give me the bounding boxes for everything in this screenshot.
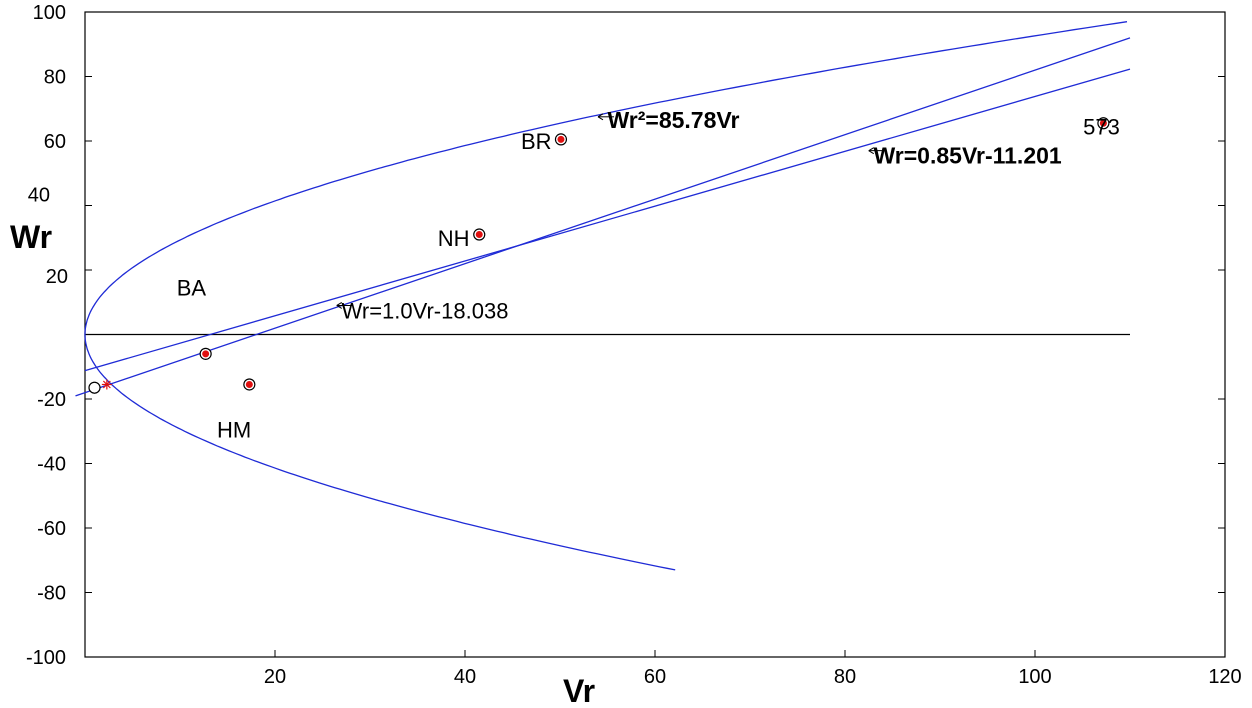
equation-arrow-2	[868, 147, 885, 155]
regression-line-2	[84, 68, 1131, 372]
y-tick-label: 40	[28, 185, 50, 207]
data-point-br	[557, 135, 565, 143]
point-label-573: 573	[1083, 114, 1120, 139]
y-tick-label: 60	[44, 131, 66, 153]
data-point-ba	[202, 350, 210, 358]
y-tick-label: 20	[46, 266, 68, 288]
y-tick-label: -40	[37, 454, 66, 476]
equation-label-2: Wr=0.85Vr-11.201	[874, 143, 1062, 169]
point-label-br: BR	[521, 129, 552, 154]
x-tick-label: 20	[264, 666, 286, 688]
y-tick-label: -20	[37, 389, 66, 411]
point-label-ba: BA	[177, 276, 207, 301]
point-label-hm: HM	[217, 418, 251, 443]
y-axis-title: Wr	[10, 219, 52, 255]
data-point-573	[1099, 119, 1107, 127]
star-marker	[101, 379, 112, 390]
y-tick-label: -80	[37, 583, 66, 605]
equation-label-1: Wr²=85.78Vr	[608, 107, 740, 133]
x-tick-label: 80	[834, 666, 856, 688]
x-tick-label: 120	[1208, 666, 1241, 688]
equation-label-3: Wr=1.0Vr-18.038	[342, 298, 509, 323]
y-tick-label: -60	[37, 518, 66, 540]
x-tick-label: 40	[454, 666, 476, 688]
data-point-hm	[245, 380, 253, 388]
data-point-ring	[88, 381, 101, 394]
equation-arrow-3	[336, 302, 353, 309]
parabola-curve	[84, 21, 1128, 571]
y-tick-label: 100	[33, 2, 66, 24]
x-axis-title: Vr	[563, 673, 595, 708]
x-tick-label: 100	[1018, 666, 1051, 688]
y-tick-label: 80	[44, 67, 66, 89]
y-tick-label: -100	[26, 647, 66, 669]
equation-arrow-1	[597, 113, 614, 121]
data-point-nh	[475, 231, 483, 239]
regression-line-1	[75, 37, 1131, 397]
x-tick-label: 60	[644, 666, 666, 688]
point-label-nh: NH	[438, 226, 470, 251]
